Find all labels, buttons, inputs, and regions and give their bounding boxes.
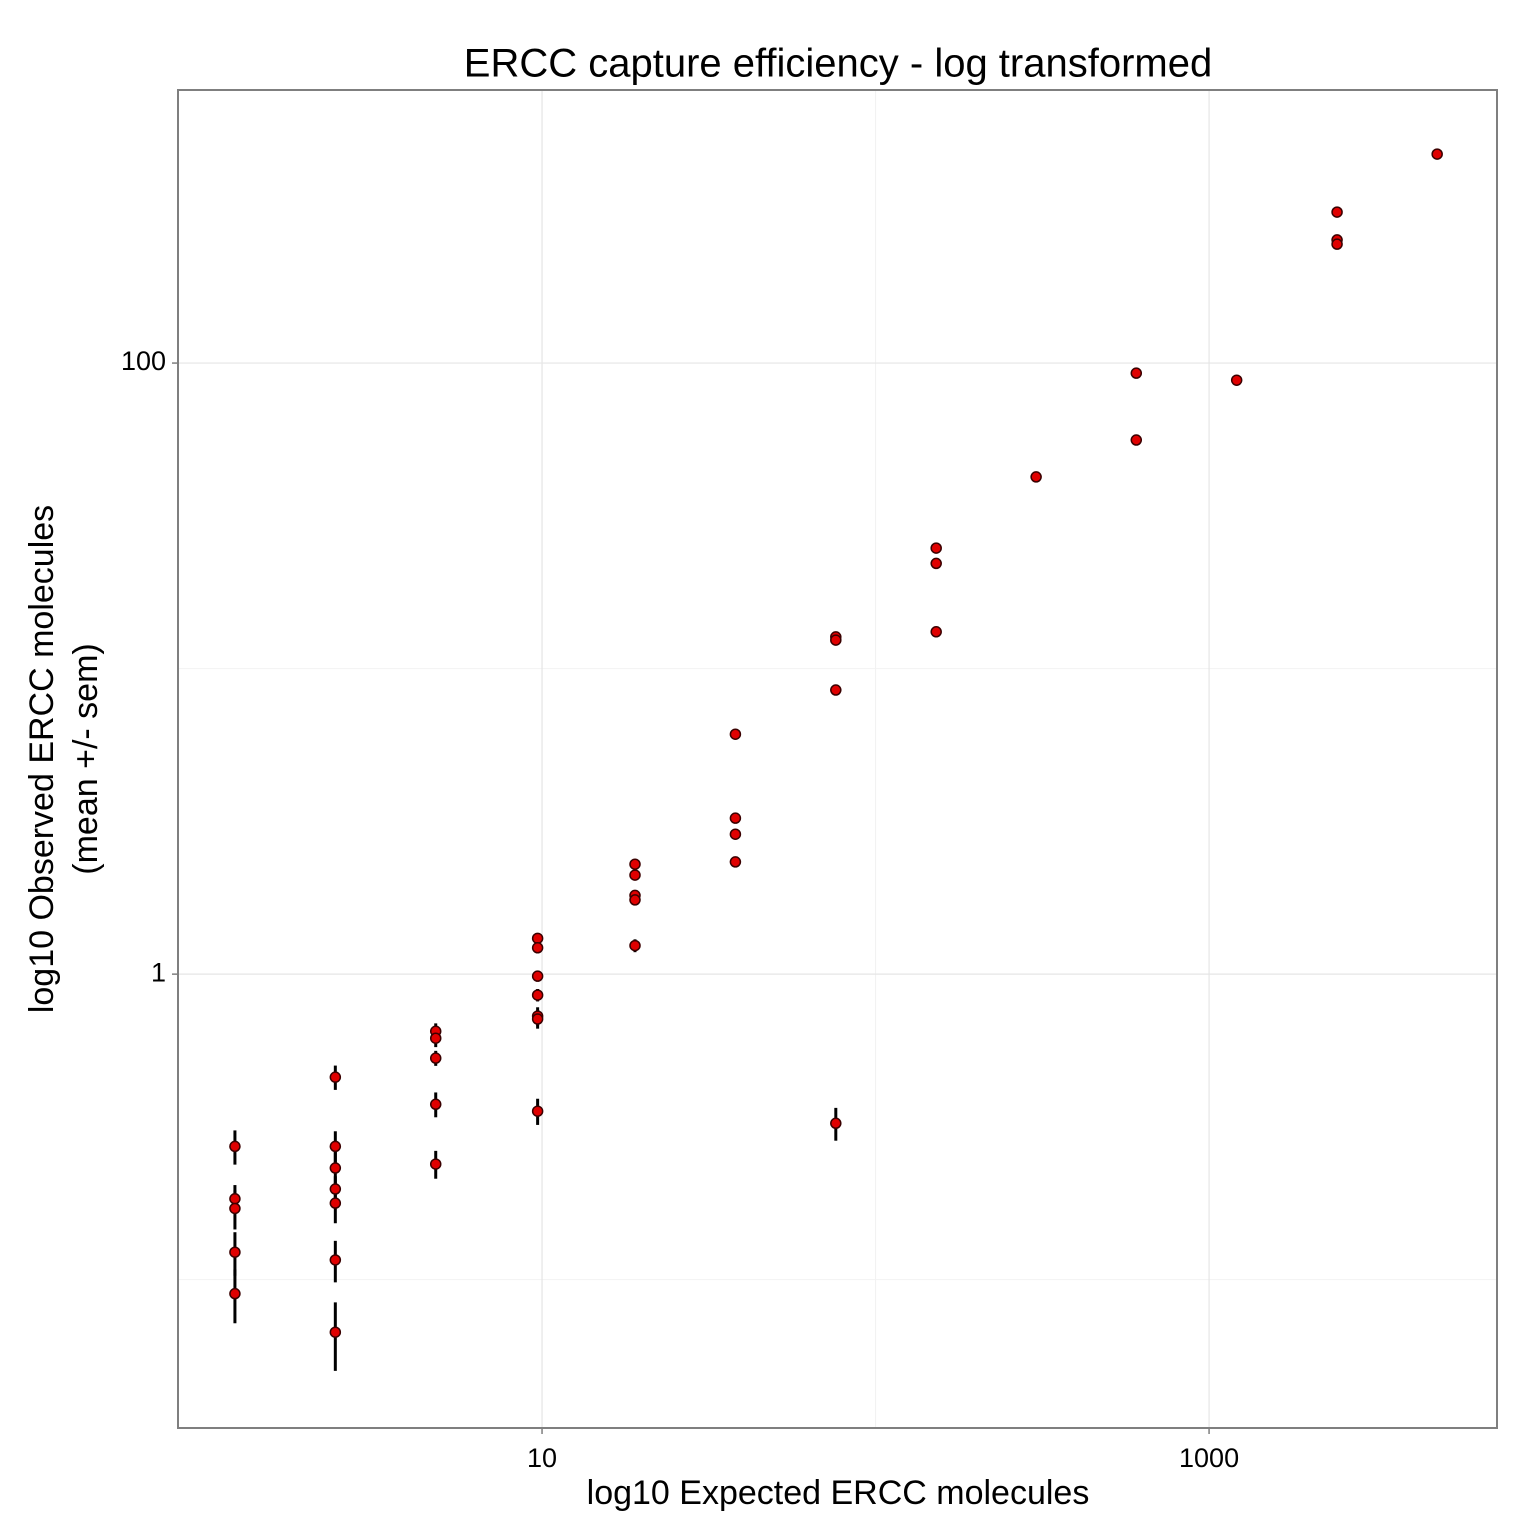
y-axis-label: log10 Observed ERCC molecules (23, 505, 61, 1013)
point (429, 1032, 442, 1044)
point (729, 828, 742, 840)
point (930, 542, 942, 554)
point (930, 557, 942, 570)
point (229, 1246, 241, 1258)
point (629, 869, 641, 881)
point (531, 932, 544, 945)
point (531, 970, 544, 982)
y-tick-label: 1 (151, 957, 166, 987)
point (629, 939, 641, 952)
x-axis-label: log10 Expected ERCC molecules (587, 1474, 1090, 1512)
point (830, 684, 842, 696)
point (729, 812, 742, 824)
point (531, 1013, 544, 1025)
point (329, 1326, 342, 1338)
point (729, 728, 742, 740)
point (429, 1052, 442, 1064)
point (531, 942, 544, 954)
point (329, 1140, 342, 1153)
plot-border (177, 89, 1498, 1429)
chart-title: ERCC capture efficiency - log transforme… (464, 42, 1212, 86)
point (1431, 148, 1443, 160)
point (531, 989, 544, 1001)
point (1030, 471, 1042, 483)
point (229, 1140, 241, 1153)
point (329, 1197, 342, 1209)
x-tick-label: 10 (527, 1443, 557, 1473)
point (531, 1105, 544, 1117)
point (329, 1071, 342, 1083)
point (830, 634, 842, 646)
point (229, 1202, 241, 1215)
point (629, 894, 641, 906)
point (329, 1183, 342, 1195)
point (429, 1098, 442, 1111)
point (1130, 367, 1143, 379)
point (1130, 434, 1143, 446)
x-tick-label: 1000 (1179, 1443, 1239, 1473)
point (1331, 206, 1343, 218)
point (729, 856, 742, 868)
point (229, 1193, 241, 1205)
y-tick-label: 100 (121, 346, 166, 376)
point (429, 1158, 442, 1170)
point (629, 858, 641, 870)
y-axis-label: (mean +/- sem) (67, 643, 105, 874)
point (1230, 374, 1243, 386)
point (930, 626, 942, 638)
point (1331, 238, 1343, 250)
point (329, 1254, 342, 1266)
point (830, 1117, 842, 1130)
point (229, 1287, 241, 1300)
point (329, 1162, 342, 1174)
